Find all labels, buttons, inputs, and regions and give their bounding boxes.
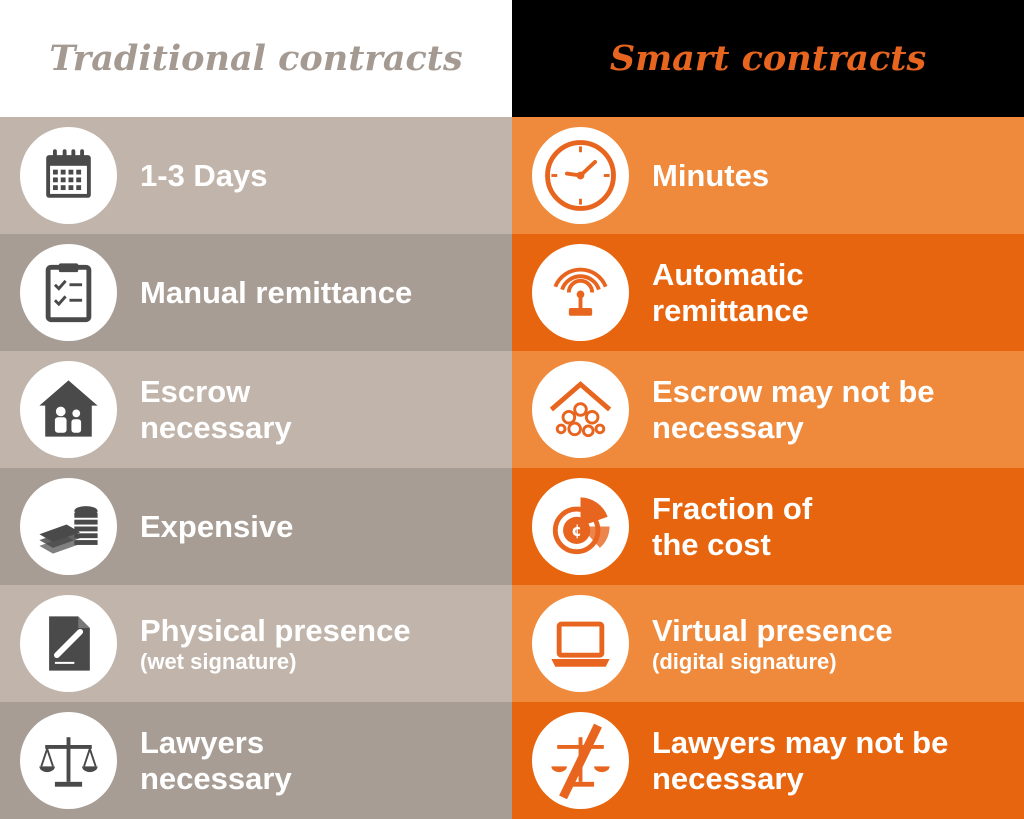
smart-text: Virtual presence (digital signature) bbox=[652, 585, 1014, 702]
smart-cell: Minutes bbox=[512, 117, 1024, 234]
laptop-icon bbox=[532, 595, 629, 692]
traditional-header: Traditional contracts bbox=[0, 0, 512, 117]
scales-crossed-icon bbox=[532, 712, 629, 809]
traditional-cell: Expensive bbox=[0, 468, 512, 585]
comparison-row: Lawyers necessary Lawyers may not be nec bbox=[0, 702, 1024, 819]
traditional-label: Expensive bbox=[140, 508, 294, 544]
smart-label: Lawyers may not be necessary bbox=[652, 724, 949, 796]
traditional-text: Escrow necessary bbox=[140, 351, 502, 468]
smart-cell: ¢ Fraction of the cost bbox=[512, 468, 1024, 585]
smart-title: Smart contracts bbox=[609, 38, 927, 79]
smart-header: Smart contracts bbox=[512, 0, 1024, 117]
traditional-cell: Lawyers necessary bbox=[0, 702, 512, 819]
money-stack-icon bbox=[20, 478, 117, 575]
smart-text: Lawyers may not be necessary bbox=[652, 702, 1014, 819]
smart-cell: Lawyers may not be necessary bbox=[512, 702, 1024, 819]
comparison-row: Escrow necessary bbox=[0, 351, 1024, 468]
traditional-cell: Physical presence (wet signature) bbox=[0, 585, 512, 702]
traditional-label: Lawyers necessary bbox=[140, 724, 292, 796]
calendar-icon bbox=[20, 127, 117, 224]
clock-icon bbox=[532, 127, 629, 224]
smart-cell: Automatic remittance bbox=[512, 234, 1024, 351]
traditional-text: Expensive bbox=[140, 468, 502, 585]
traditional-title: Traditional contracts bbox=[49, 38, 463, 79]
smart-label: Minutes bbox=[652, 157, 770, 193]
svg-text:¢: ¢ bbox=[571, 522, 582, 540]
smart-label: Escrow may not be necessary bbox=[652, 373, 935, 445]
scales-icon bbox=[20, 712, 117, 809]
wireless-signal-icon bbox=[532, 244, 629, 341]
house-network-icon bbox=[532, 361, 629, 458]
document-pen-icon bbox=[20, 595, 117, 692]
smart-label: Fraction of the cost bbox=[652, 490, 813, 562]
traditional-text: Lawyers necessary bbox=[140, 702, 502, 819]
traditional-label: Escrow necessary bbox=[140, 373, 292, 445]
comparison-row: Expensive ¢ Fraction of the cost bbox=[0, 468, 1024, 585]
traditional-sublabel: (wet signature) bbox=[140, 648, 297, 674]
smart-text: Escrow may not be necessary bbox=[652, 351, 1014, 468]
comparison-row: 1-3 Days M bbox=[0, 117, 1024, 234]
smart-text: Minutes bbox=[652, 117, 1014, 234]
comparison-row: Manual remittance Automatic remittance bbox=[0, 234, 1024, 351]
traditional-text: Manual remittance bbox=[140, 234, 502, 351]
smart-label: Virtual presence bbox=[652, 612, 893, 648]
traditional-cell: Escrow necessary bbox=[0, 351, 512, 468]
smart-sublabel: (digital signature) bbox=[652, 648, 837, 674]
traditional-text: 1-3 Days bbox=[140, 117, 502, 234]
traditional-label: Physical presence bbox=[140, 612, 411, 648]
smart-label: Automatic remittance bbox=[652, 256, 809, 328]
traditional-text: Physical presence (wet signature) bbox=[140, 585, 502, 702]
smart-cell: Virtual presence (digital signature) bbox=[512, 585, 1024, 702]
traditional-cell: 1-3 Days bbox=[0, 117, 512, 234]
comparison-rows: 1-3 Days M bbox=[0, 117, 1024, 819]
traditional-cell: Manual remittance bbox=[0, 234, 512, 351]
clipboard-checklist-icon bbox=[20, 244, 117, 341]
house-family-icon bbox=[20, 361, 117, 458]
smart-cell: Escrow may not be necessary bbox=[512, 351, 1024, 468]
smart-text: Fraction of the cost bbox=[652, 468, 1014, 585]
pie-coin-icon: ¢ bbox=[532, 478, 629, 575]
comparison-row: Physical presence (wet signature) Virtua… bbox=[0, 585, 1024, 702]
traditional-label: 1-3 Days bbox=[140, 157, 268, 193]
smart-text: Automatic remittance bbox=[652, 234, 1014, 351]
traditional-label: Manual remittance bbox=[140, 274, 413, 310]
